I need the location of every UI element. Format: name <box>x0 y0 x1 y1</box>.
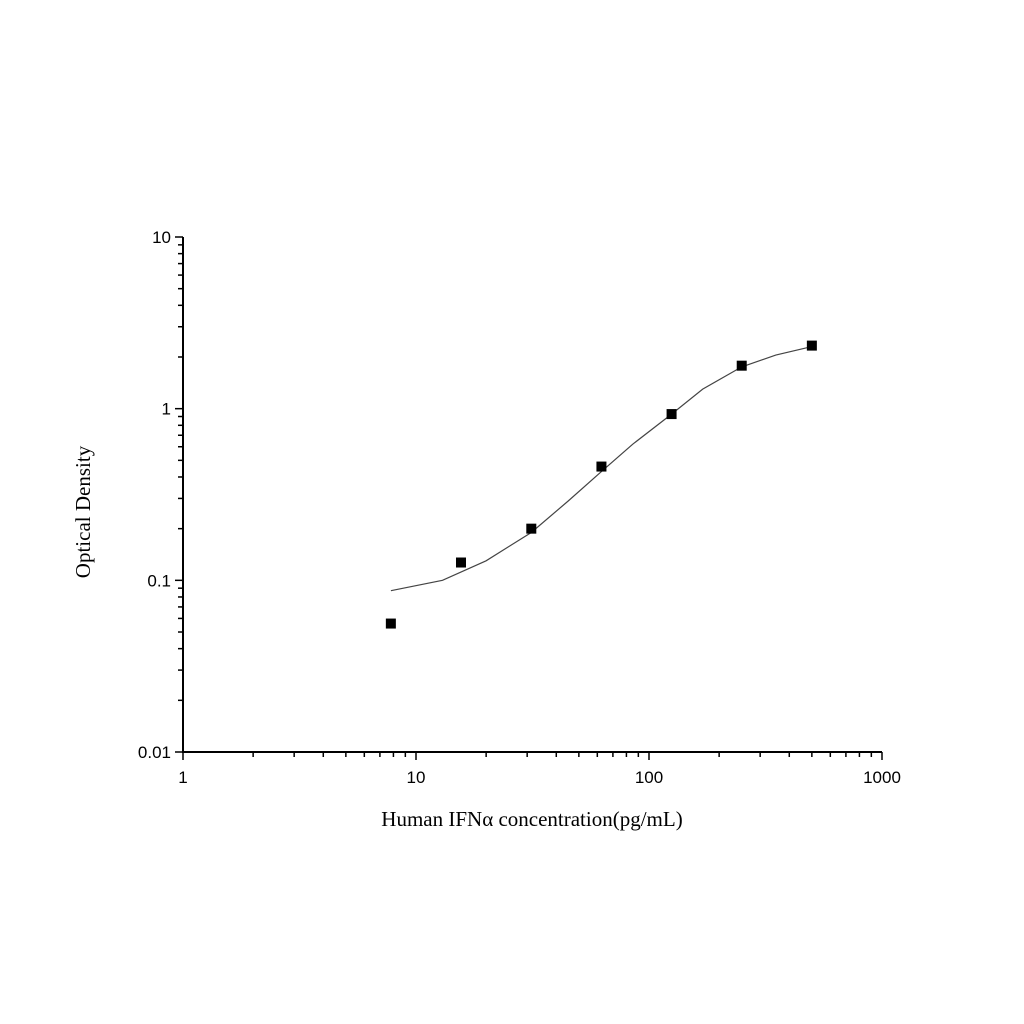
x-tick-label: 1 <box>178 768 187 787</box>
data-point <box>666 409 677 420</box>
y-tick-label: 0.1 <box>147 571 171 590</box>
fit-curve <box>390 346 813 592</box>
data-point <box>526 523 537 534</box>
data-point <box>596 461 607 472</box>
data-point <box>455 557 466 568</box>
x-axis-label: Human IFNα concentration(pg/mL) <box>381 807 682 831</box>
y-tick-label: 1 <box>162 400 171 419</box>
axes: 1 10 100 1000 0.01 0.1 1 10 <box>138 228 901 787</box>
data-point <box>736 360 747 371</box>
y-axis-label: Optical Density <box>71 445 95 578</box>
data-point <box>385 618 396 629</box>
y-tick-label: 0.01 <box>138 743 171 762</box>
y-tick-label: 10 <box>152 228 171 247</box>
marks <box>385 340 817 629</box>
data-point <box>806 340 817 351</box>
x-tick-label: 1000 <box>863 768 901 787</box>
x-tick-label: 10 <box>407 768 426 787</box>
x-tick-label: 100 <box>635 768 663 787</box>
